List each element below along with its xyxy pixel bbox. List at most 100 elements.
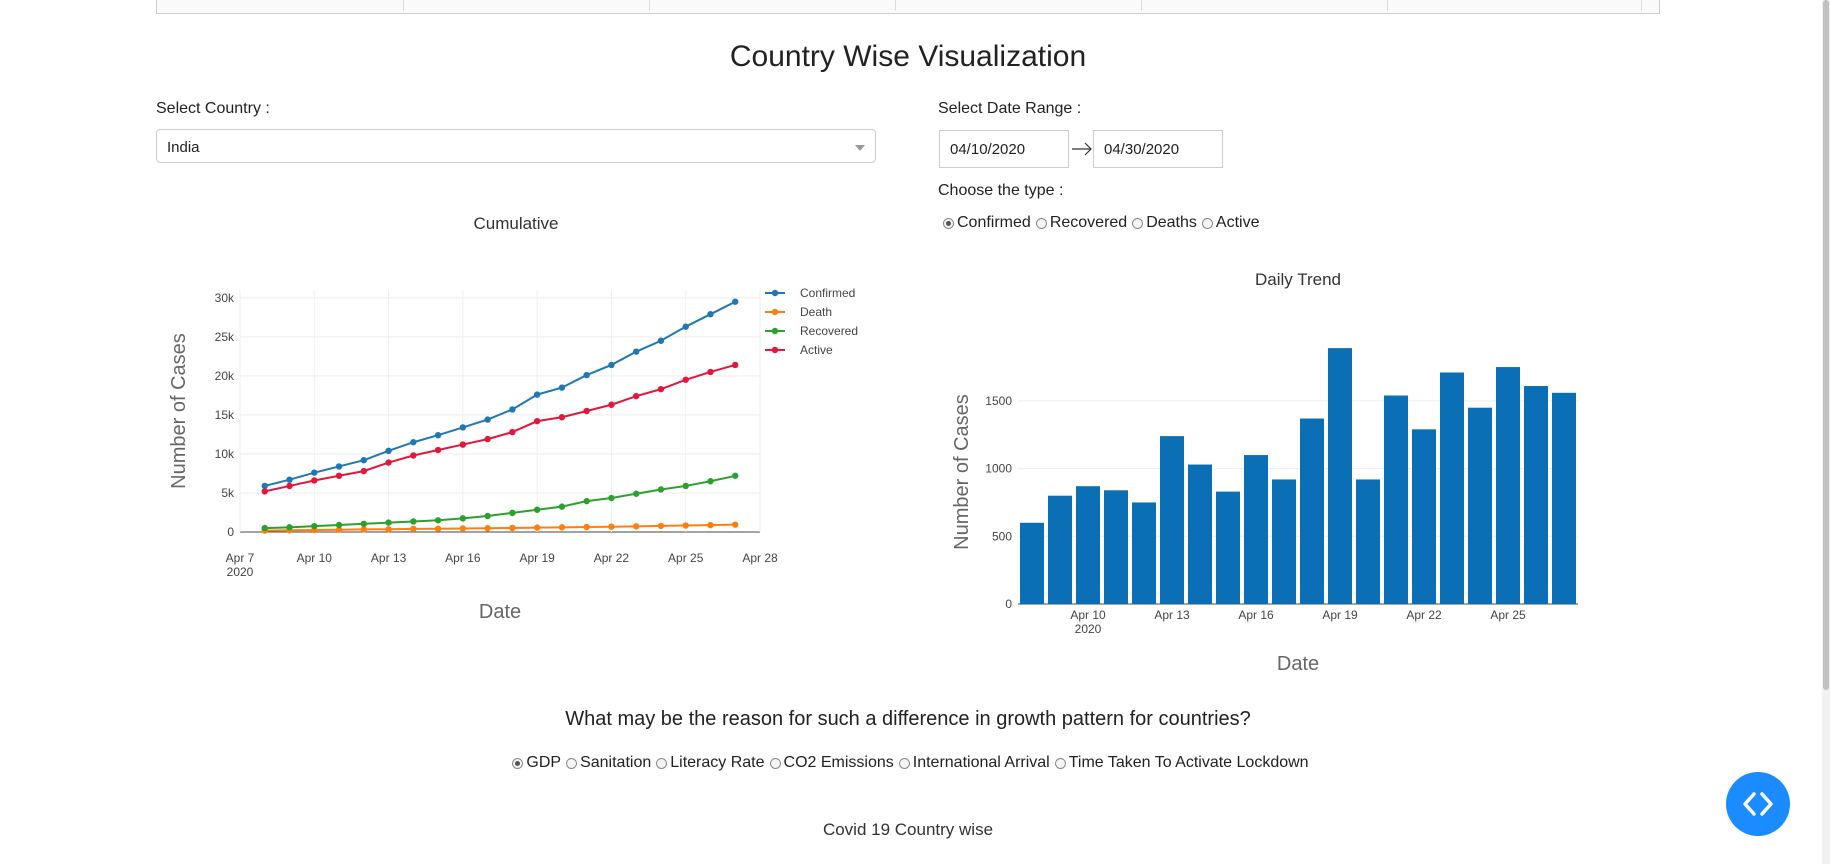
bar [1552, 392, 1576, 604]
data-point-recovered [632, 490, 640, 497]
start-date-value: 04/10/2020 [950, 141, 1026, 158]
data-point-confirmed [558, 384, 566, 391]
end-date-value: 04/30/2020 [1104, 141, 1180, 158]
data-point-active [533, 417, 541, 425]
y-tick-label: 20k [215, 369, 235, 383]
data-point-active [459, 441, 467, 448]
data-point-recovered [583, 497, 590, 505]
type-option-deaths[interactable]: Deaths [1127, 214, 1197, 232]
radio-button[interactable] [656, 757, 668, 769]
data-point-recovered [509, 509, 516, 517]
legend-label: Active [800, 343, 833, 357]
reason-option-label: International Arrival [912, 754, 1050, 771]
date-range-label: Select Date Range : [938, 100, 1082, 117]
start-date-input[interactable]: 04/10/2020 [939, 130, 1069, 168]
data-point-confirmed [509, 406, 516, 413]
type-option-label: Deaths [1146, 214, 1197, 231]
radio-button[interactable] [1201, 217, 1213, 229]
reason-option-label: Time Taken To Activate Lockdown [1068, 754, 1309, 771]
radio-button[interactable] [1054, 757, 1066, 769]
radio-button[interactable] [898, 757, 910, 769]
reason-option-literacy-rate[interactable]: Literacy Rate [651, 754, 765, 772]
bar [1048, 495, 1072, 604]
type-option-confirmed[interactable]: Confirmed [938, 214, 1031, 232]
type-label: Choose the type : [938, 182, 1064, 199]
cumulative-line-chart: 0 5k 10k 15k 20k 25k 30k Apr 7 2020 Apr 10 Apr 13 A… [168, 286, 858, 623]
y-tick-label: 25k [215, 330, 235, 344]
bar [1020, 522, 1044, 604]
data-point-recovered [732, 472, 739, 479]
data-point-active [360, 467, 368, 475]
type-option-active[interactable]: Active [1197, 214, 1259, 232]
data-point-confirmed [732, 298, 739, 305]
data-point-active [682, 376, 689, 383]
legend-label: Death [800, 305, 832, 319]
reason-option-label: GDP [526, 754, 562, 771]
data-point-recovered [385, 519, 392, 526]
data-point-death [410, 525, 417, 533]
data-point-active [484, 435, 491, 443]
data-point-recovered [657, 486, 665, 493]
radio-button[interactable] [1035, 217, 1047, 229]
reason-option-sanitation[interactable]: Sanitation [561, 754, 651, 772]
reason-option-international-arrival[interactable]: International Arrival [894, 754, 1050, 772]
reason-option-co2-emissions[interactable]: CO2 Emissions [765, 754, 894, 772]
y-axis-title: Number of Cases [168, 333, 190, 489]
legend-marker [771, 308, 779, 316]
data-point-death [632, 523, 640, 530]
legend-label: Confirmed [800, 286, 855, 300]
page-scrollbar-thumb[interactable] [1823, 0, 1829, 690]
data-point-confirmed [583, 371, 590, 379]
long-arrow-right-icon [1071, 140, 1093, 158]
series-line-recovered [264, 474, 736, 530]
x-tick-label: Apr 7 2020 [226, 551, 255, 579]
data-point-active [732, 361, 739, 369]
bar [1244, 455, 1268, 604]
x-tick-label: Apr 19 [1322, 608, 1358, 622]
data-point-active [583, 407, 590, 415]
y-tick-label: 30k [215, 291, 235, 305]
country-label: Select Country : [156, 100, 270, 117]
data-point-active [608, 401, 615, 408]
data-point-death [335, 526, 343, 533]
type-option-recovered[interactable]: Recovered [1031, 214, 1127, 232]
y-tick-label: 1000 [985, 462, 1012, 476]
legend-label: Recovered [800, 324, 858, 338]
legend-marker [771, 346, 779, 354]
x-tick-label: Apr 19 [519, 551, 555, 565]
data-point-recovered [608, 494, 615, 502]
reason-option-label: CO2 Emissions [783, 754, 894, 771]
radio-button[interactable] [1132, 217, 1144, 229]
data-point-death [682, 522, 689, 529]
data-point-confirmed [434, 432, 442, 439]
data-point-death [434, 525, 442, 532]
series-line-active [264, 363, 736, 493]
end-date-input[interactable]: 04/30/2020 [1093, 130, 1223, 168]
bar [1188, 464, 1212, 604]
series-line-confirmed [264, 300, 736, 487]
reason-option-gdp[interactable]: GDP [507, 754, 561, 772]
bar [1076, 486, 1100, 604]
data-point-death [583, 523, 590, 531]
data-point-death [558, 524, 566, 531]
reason-option-time-taken-to-activate-lockdown[interactable]: Time Taken To Activate Lockdown [1050, 754, 1309, 772]
code-brackets-icon[interactable] [1726, 772, 1790, 836]
radio-button[interactable] [769, 757, 781, 769]
data-point-active [261, 488, 268, 495]
bar [1272, 479, 1296, 604]
bar [1104, 490, 1128, 604]
country-select[interactable]: India [156, 129, 876, 163]
data-point-death [657, 522, 665, 530]
section-title: Country Wise Visualization [729, 40, 1087, 73]
table-col-divider [1141, 0, 1142, 11]
data-point-active [434, 446, 442, 454]
data-point-active [632, 392, 640, 400]
data-point-confirmed [459, 424, 467, 431]
data-point-recovered [360, 520, 368, 528]
y-tick-label: 15k [215, 408, 235, 422]
radio-button[interactable] [943, 217, 954, 229]
radio-button[interactable] [512, 757, 524, 769]
data-point-active [311, 477, 318, 484]
country-value: India [167, 139, 200, 156]
radio-button[interactable] [566, 757, 578, 769]
